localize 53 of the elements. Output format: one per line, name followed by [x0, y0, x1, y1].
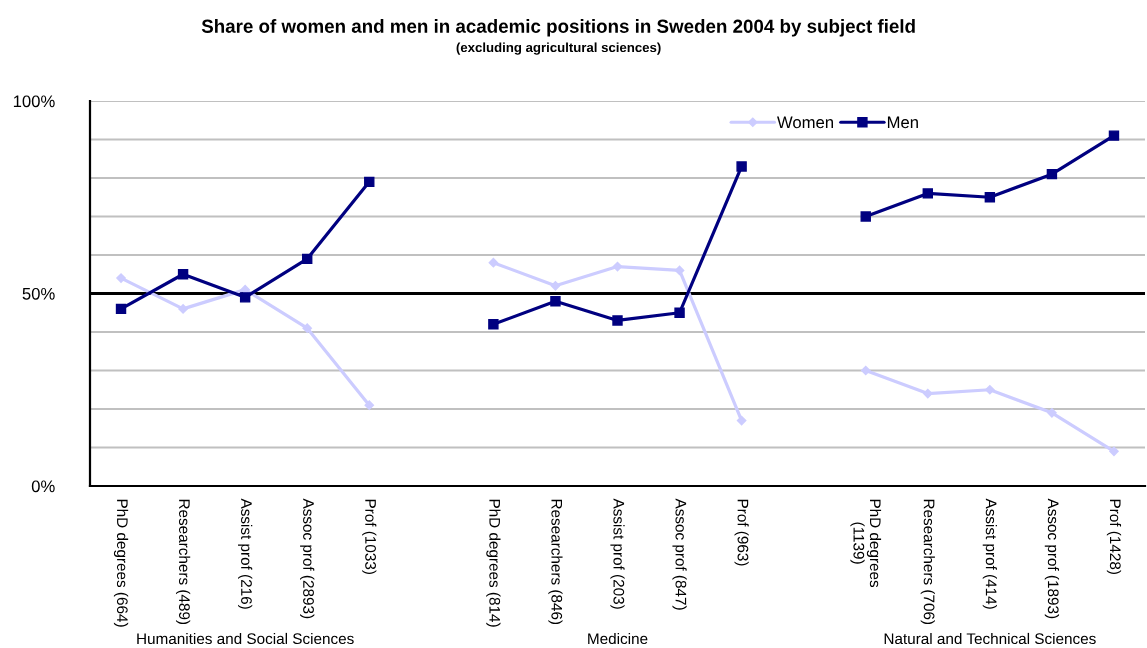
- x-tick-label: PhD degrees (1139): [850, 499, 882, 588]
- point: [612, 315, 623, 326]
- legend-label: Men: [887, 116, 918, 129]
- x-tick-label: Assoc prof (2893): [300, 498, 315, 619]
- point: [550, 295, 561, 307]
- point: [302, 323, 313, 333]
- point: [239, 292, 251, 303]
- x-tick-label: PhD degrees (664): [113, 499, 129, 627]
- point: [550, 280, 561, 291]
- point: [860, 365, 871, 376]
- point: [116, 273, 126, 283]
- x-tick-label: Researchers (489): [175, 499, 191, 625]
- chart-subtitle: (excluding agricultural sciences): [456, 42, 661, 55]
- x-tick-label: Prof (1428): [1106, 499, 1122, 574]
- point: [984, 192, 996, 203]
- point: [674, 307, 685, 318]
- legend-label: Women: [777, 116, 833, 129]
- point: [674, 265, 685, 276]
- y-tick-label: 0%: [31, 480, 55, 493]
- point: [736, 415, 747, 426]
- x-tick-label: Assoc prof (1893): [1044, 498, 1060, 619]
- y-tick-label: 50%: [22, 287, 55, 300]
- x-tick-label: PhD degrees (814): [486, 499, 501, 627]
- point: [488, 319, 499, 330]
- point: [612, 261, 623, 272]
- point: [488, 257, 499, 268]
- chart-title: Share of women and men in academic positions in Sweden 2004 by subject field: [201, 19, 915, 37]
- x-tick-label: Researchers (706): [920, 499, 935, 625]
- point: [860, 211, 871, 222]
- y-tick-label: 100%: [13, 95, 55, 108]
- point: [1108, 130, 1120, 141]
- point: [178, 304, 188, 314]
- x-tick-label: Researchers (846): [548, 499, 563, 625]
- text: Medicine: [588, 632, 648, 645]
- point: [115, 303, 127, 315]
- point: [301, 253, 313, 265]
- point: [1046, 168, 1058, 180]
- point: [985, 384, 995, 395]
- x-tick-label: Assist prof (203): [610, 498, 625, 609]
- x-tick-label: Assist prof (216): [238, 498, 253, 609]
- point: [736, 161, 747, 172]
- point: [1109, 446, 1119, 457]
- x-tick-label: Prof (1033): [362, 499, 377, 574]
- point: [1047, 408, 1057, 418]
- point: [922, 188, 934, 199]
- text: Humanities and Social Sciences: [137, 632, 354, 645]
- point: [177, 269, 189, 280]
- point: [364, 400, 375, 410]
- x-tick-label: Assist prof (414): [982, 498, 997, 609]
- x-tick-label: Prof (963): [734, 499, 749, 566]
- text: Natural and Technical Sciences: [884, 632, 1096, 645]
- x-tick-label: Assoc prof (847): [672, 498, 687, 610]
- point: [364, 176, 375, 188]
